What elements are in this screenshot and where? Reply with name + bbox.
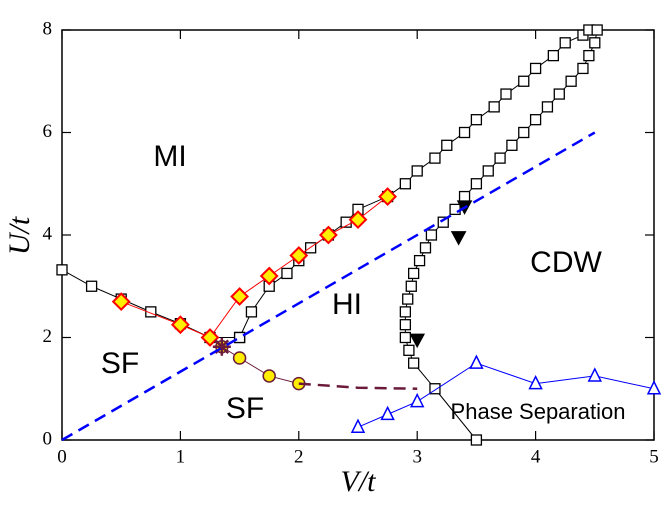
triangle-marker [409,333,426,349]
square-marker [488,101,500,113]
square-marker [425,229,438,241]
square-marker [56,264,68,276]
triangle-marker [528,374,543,390]
x-tick-label: 4 [531,446,541,467]
square-marker [429,383,441,395]
triangle-marker [409,392,425,408]
square-marker [494,152,506,164]
square-marker [419,242,432,254]
square-marker [589,37,601,49]
diamond-marker [378,187,398,206]
square-marker [399,331,412,344]
series-line [298,382,418,390]
diamond-marker [259,266,279,286]
annotation: SF [101,347,139,380]
square-marker [565,75,577,87]
diamond-marker [348,210,368,230]
square-marker [399,319,412,331]
diamond-marker [200,328,220,347]
circle-marker [262,369,276,383]
circle-marker [232,351,247,365]
square-marker [506,139,518,151]
diamond-marker [289,246,309,265]
square-marker [529,62,542,75]
annotation: MI [153,140,186,173]
x-tick-label: 0 [57,446,67,467]
square-marker [529,114,542,126]
square-marker [407,357,420,369]
triangle-marker [450,231,467,246]
square-marker [591,24,603,36]
annotation: CDW [530,246,602,279]
square-marker [399,178,412,190]
annotation: HI [332,288,362,321]
square-marker [281,267,293,280]
series-line [61,131,596,442]
y-tick-label: 4 [43,223,53,244]
annotation: SF [226,392,264,425]
square-marker [577,62,589,75]
square-marker [470,114,483,126]
square-marker [553,88,565,100]
annotation: Phase Separation [451,399,626,424]
series-line [61,269,240,338]
square-marker [482,165,494,177]
x-tick-label: 5 [649,446,659,467]
square-marker [437,216,449,228]
square-marker [411,165,423,177]
x-tick-label: 3 [412,446,422,467]
square-marker [145,306,157,318]
square-marker [399,306,412,318]
series-line [221,346,299,385]
x-tick-label: 2 [294,446,304,467]
square-marker [429,152,441,164]
square-marker [233,331,246,344]
square-marker [518,126,530,139]
triangle-marker [350,418,366,433]
square-marker [559,37,571,49]
square-marker [407,267,420,280]
square-marker [245,306,258,318]
square-marker [449,203,461,216]
square-marker [441,139,453,151]
x-tick-label: 1 [176,446,186,467]
square-marker [547,49,560,62]
y-tick-label: 2 [43,326,53,347]
diamond-marker [318,225,338,245]
square-marker [518,75,530,87]
square-marker [500,88,512,100]
square-marker [85,280,98,292]
triangle-marker [646,380,662,395]
x-axis-label: V/t [341,465,377,498]
plot-frame [61,29,655,441]
y-tick-label: 8 [43,18,53,39]
diamond-marker [230,287,250,306]
y-axis-label: U/t [3,216,36,255]
square-marker [458,190,471,203]
square-marker [402,293,414,305]
square-marker [413,254,426,267]
square-marker [470,434,483,446]
triangle-marker [587,367,603,382]
square-marker [470,178,483,190]
square-marker [583,49,595,62]
square-marker [458,126,471,139]
square-marker [403,344,415,356]
triangle-marker [380,405,395,421]
square-marker [541,101,554,113]
triangle-marker [469,354,484,369]
star-marker [212,337,231,356]
y-tick-label: 6 [43,121,53,142]
y-tick-label: 0 [43,428,53,449]
diamond-marker [111,292,131,312]
square-marker [405,280,417,292]
diamond-marker [170,315,190,335]
